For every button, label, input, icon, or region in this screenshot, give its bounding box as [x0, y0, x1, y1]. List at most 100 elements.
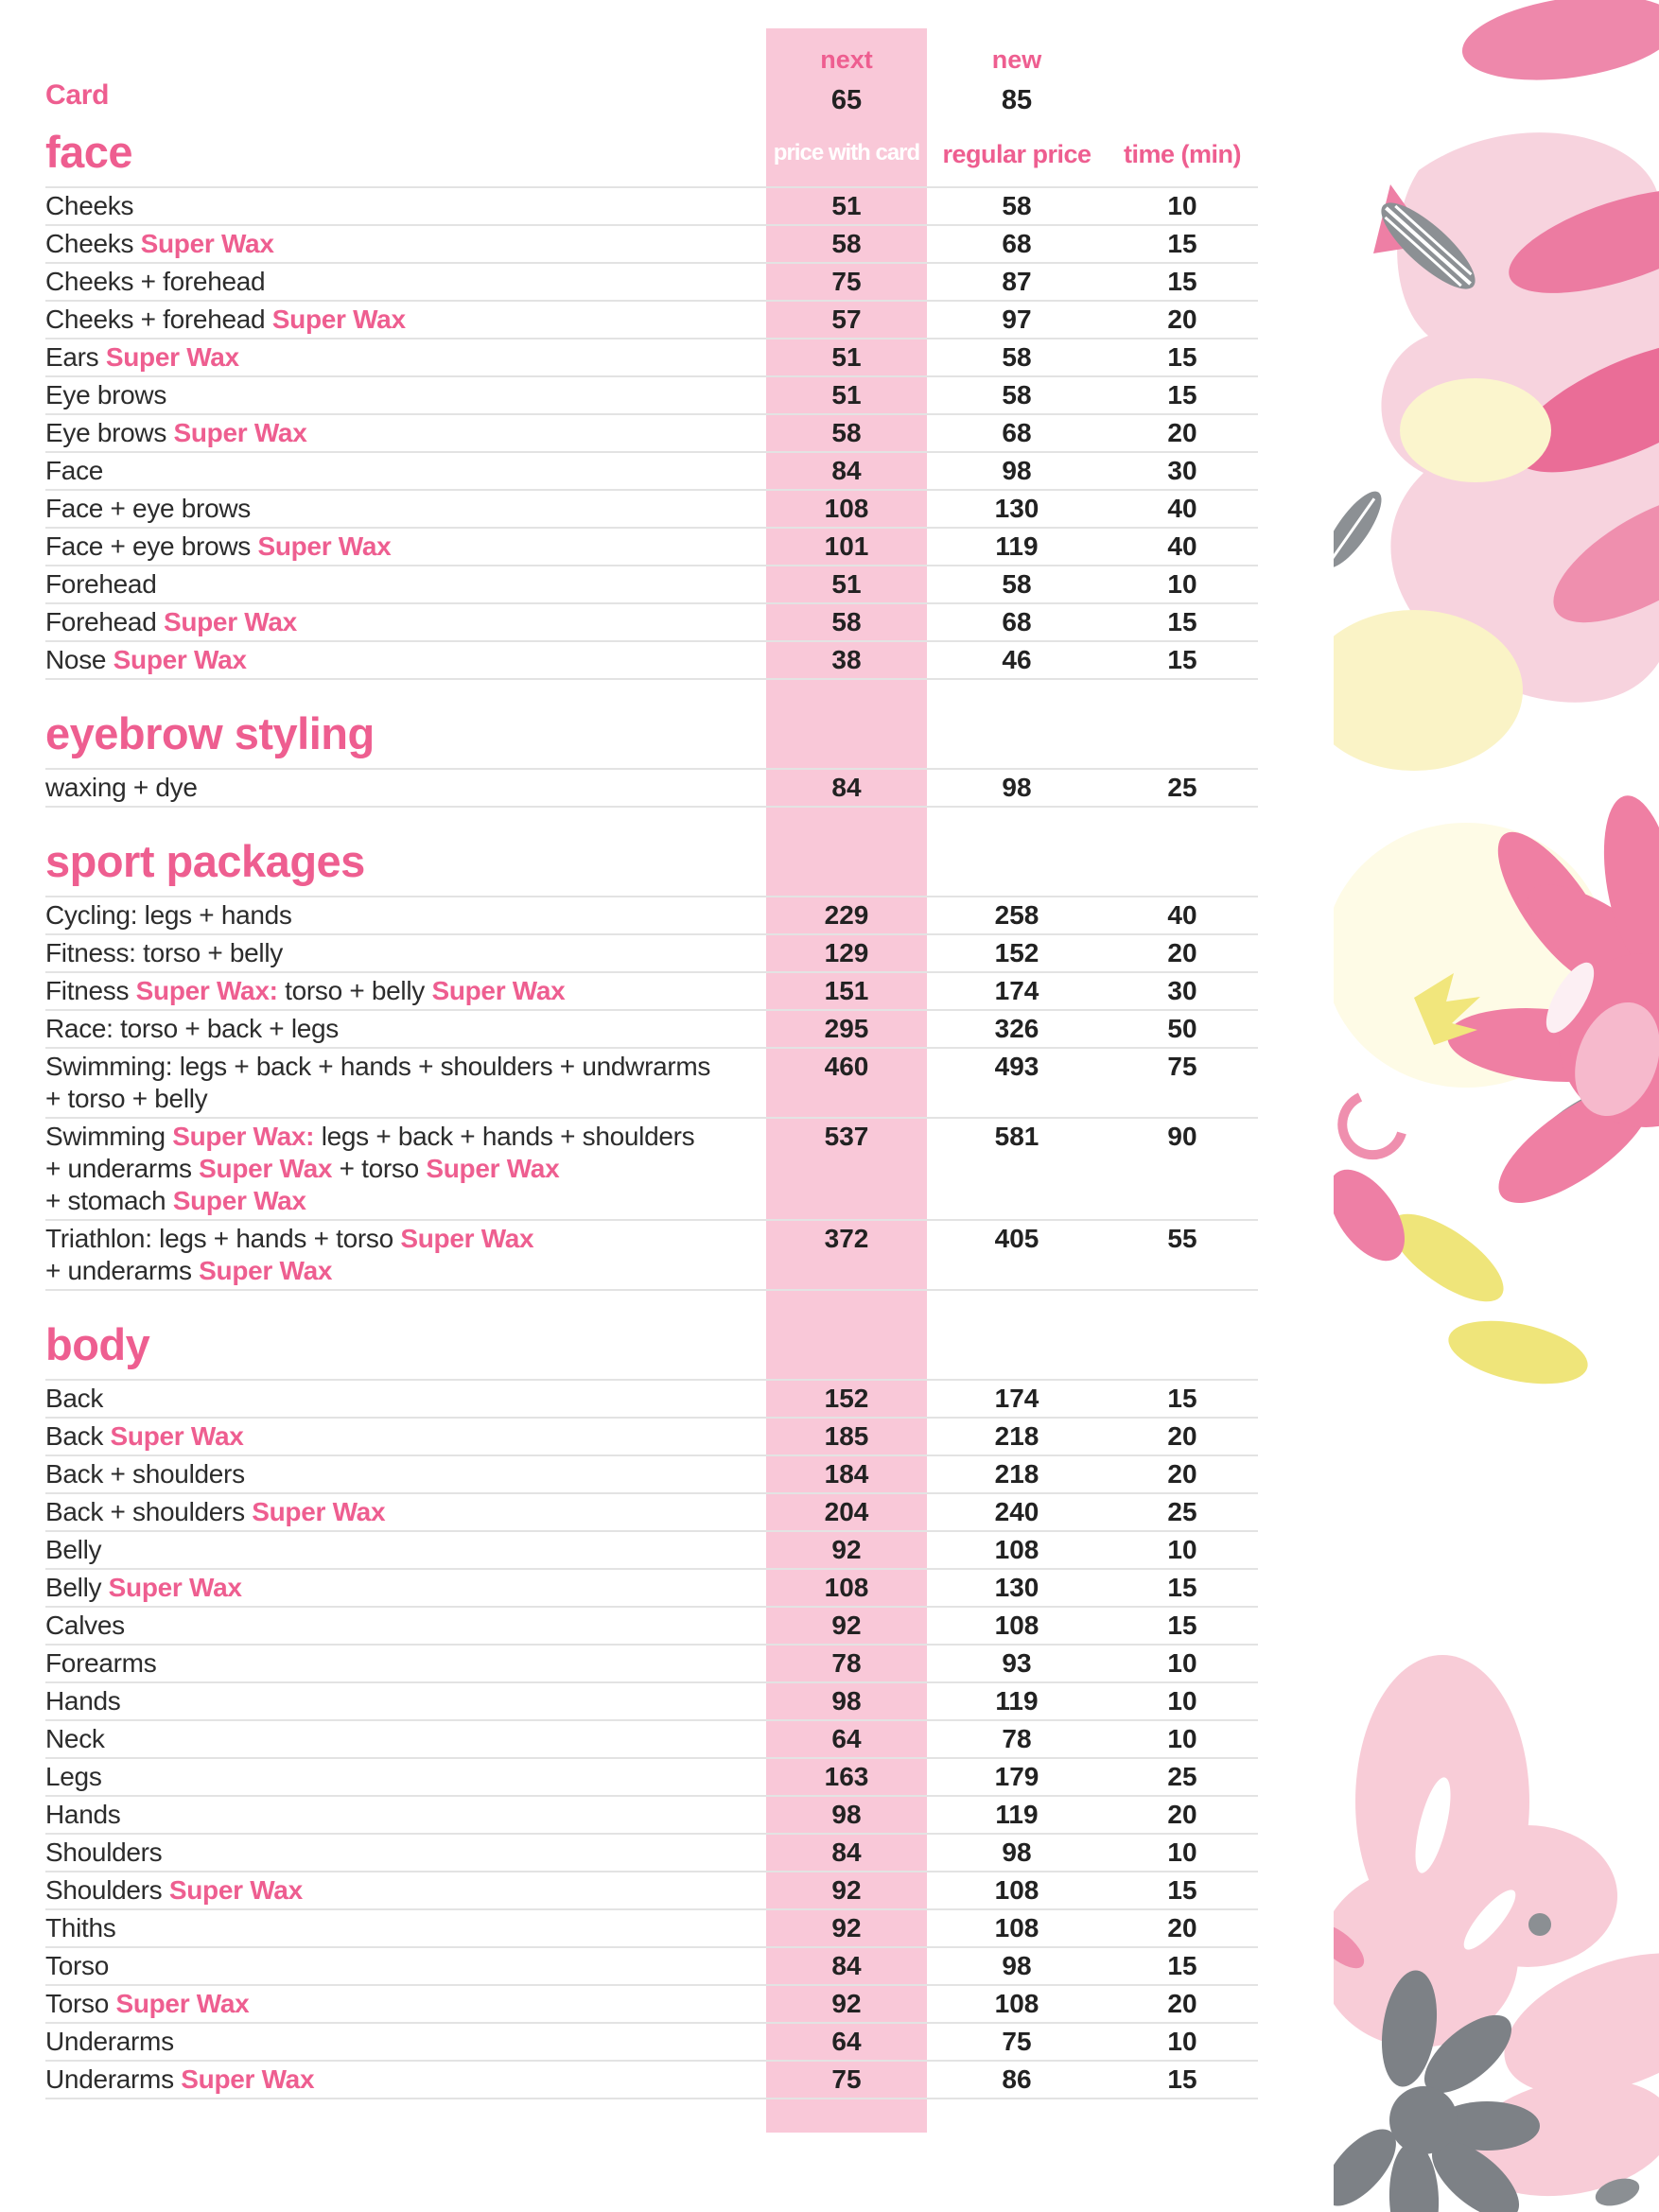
time-value: 75 [1167, 1052, 1197, 1081]
service-name-accent: Super Wax: [172, 1122, 315, 1151]
service-name-text: Belly [45, 1573, 109, 1602]
price-with-card-value: 129 [824, 938, 869, 967]
service-name: Cheeks + forehead [45, 266, 766, 298]
price-with-card-column [766, 28, 927, 2133]
time-value: 10 [1167, 1838, 1197, 1867]
service-name-text: Neck [45, 1724, 105, 1753]
service-name: Neck [45, 1723, 766, 1755]
service-name-accent: Super Wax [199, 1256, 333, 1285]
table-row: Shoulders 84 98 10 [45, 1835, 1258, 1872]
service-name-accent: Super Wax [140, 229, 274, 258]
price-with-card-value: 101 [824, 531, 869, 561]
service-name-text: Swimming [45, 1122, 173, 1151]
table-row: Back + shoulders 184 218 20 [45, 1456, 1258, 1494]
price-with-card-value: 98 [831, 1686, 862, 1716]
service-name: Hands [45, 1685, 766, 1717]
service-name: Underarms [45, 2026, 766, 2058]
time-value: 10 [1167, 191, 1197, 220]
service-name-accent: Super Wax [431, 976, 566, 1005]
regular-price-value: 98 [1002, 456, 1032, 485]
service-name: Swimming: legs + back + hands + shoulder… [45, 1051, 766, 1115]
price-with-card-value: 163 [824, 1762, 869, 1791]
table-row: Nose Super Wax 38 46 15 [45, 642, 1258, 680]
table-row: Hands 98 119 20 [45, 1797, 1258, 1835]
regular-price-value: 98 [1002, 1951, 1032, 1980]
price-with-card-value: 75 [831, 2064, 862, 2094]
table-row: Belly 92 108 10 [45, 1532, 1258, 1570]
price-with-card-value: 372 [824, 1224, 869, 1253]
service-name-text: Belly [45, 1535, 102, 1564]
service-name-accent: Super Wax [271, 305, 406, 334]
table-row: Underarms Super Wax 75 86 15 [45, 2062, 1258, 2099]
time-header: time (min) [1123, 140, 1242, 168]
time-value: 20 [1167, 1459, 1197, 1489]
price-with-card-value: 460 [824, 1052, 869, 1081]
table-row: Swimming: legs + back + hands + shoulder… [45, 1049, 1258, 1119]
time-value: 20 [1167, 1800, 1197, 1829]
regular-price-value: 493 [994, 1052, 1039, 1081]
service-name: Eye brows [45, 379, 766, 411]
section-heading-sport-packages: sport packages [45, 832, 1258, 897]
service-name: Race: torso + back + legs [45, 1013, 766, 1045]
service-name-text: Cheeks + forehead [45, 267, 266, 296]
service-name-text: legs + back + hands + shoulders + undera… [45, 1122, 695, 1183]
regular-price-value: 58 [1002, 342, 1032, 372]
table-row: Cheeks + forehead 75 87 15 [45, 264, 1258, 302]
table-row: Fitness: torso + belly 129 152 20 [45, 935, 1258, 973]
service-name: Ears Super Wax [45, 341, 766, 374]
time-value: 50 [1167, 1014, 1197, 1043]
regular-price-value: 119 [995, 1686, 1039, 1716]
service-name: Calves [45, 1610, 766, 1642]
price-with-card-value: 98 [831, 1800, 862, 1829]
price-with-card-value: 152 [824, 1384, 869, 1413]
table-row: Eye brows 51 58 15 [45, 377, 1258, 415]
table-row: Face + eye brows Super Wax 101 119 40 [45, 529, 1258, 566]
service-name: Triathlon: legs + hands + torso Super Wa… [45, 1223, 766, 1287]
regular-price-value: 174 [994, 976, 1039, 1005]
service-name-text: Back + shoulders [45, 1459, 245, 1489]
service-name: Belly [45, 1534, 766, 1566]
time-value: 15 [1167, 2064, 1197, 2094]
regular-price-header: regular price [942, 140, 1091, 168]
table-row: Cycling: legs + hands 229 258 40 [45, 897, 1258, 935]
time-value: 40 [1167, 494, 1197, 523]
price-with-card-value: 92 [831, 1875, 862, 1905]
regular-price-value: 258 [994, 900, 1039, 930]
time-value: 15 [1167, 1875, 1197, 1905]
regular-price-value: 68 [1002, 607, 1032, 636]
time-value: 20 [1167, 938, 1197, 967]
regular-price-value: 130 [994, 1573, 1039, 1602]
service-name: Forehead [45, 568, 766, 601]
service-name-text: Face [45, 456, 104, 485]
price-with-card-value: 64 [831, 1724, 862, 1753]
service-name-accent: Super Wax: [135, 976, 278, 1005]
service-name-text: Torso [45, 1989, 116, 2018]
service-name-text: Nose [45, 645, 114, 674]
price-with-card-value: 204 [824, 1497, 869, 1526]
table-row: Legs 163 179 25 [45, 1759, 1258, 1797]
price-with-card-value: 75 [831, 267, 862, 296]
regular-price-value: 75 [1002, 2027, 1032, 2056]
service-name: Fitness Super Wax: torso + belly Super W… [45, 975, 766, 1007]
service-name: Hands [45, 1799, 766, 1831]
service-name-text: Eye brows [45, 380, 167, 409]
service-name-text: Fitness [45, 976, 136, 1005]
price-with-card-header: price with card [773, 140, 920, 165]
regular-price-value: 108 [994, 1875, 1039, 1905]
regular-price-value: 152 [994, 938, 1039, 967]
service-name: Swimming Super Wax: legs + back + hands … [45, 1121, 766, 1217]
price-table: face Cheeks 51 58 10 Cheeks Super Wax 58 68 15 Ch… [45, 0, 1258, 2099]
time-value: 30 [1167, 456, 1197, 485]
time-value: 20 [1167, 1421, 1197, 1451]
time-value: 10 [1167, 1648, 1197, 1678]
service-name-text: Cheeks [45, 229, 141, 258]
service-name: Belly Super Wax [45, 1572, 766, 1604]
price-with-card-value: 537 [824, 1122, 869, 1151]
regular-price-value: 405 [994, 1224, 1039, 1253]
price-with-card-value: 84 [831, 773, 862, 802]
service-name-text: Back [45, 1384, 104, 1413]
price-with-card-value: 92 [831, 1535, 862, 1564]
time-value: 10 [1167, 2027, 1197, 2056]
price-with-card-value: 51 [831, 191, 862, 220]
service-name: Eye brows Super Wax [45, 417, 766, 449]
